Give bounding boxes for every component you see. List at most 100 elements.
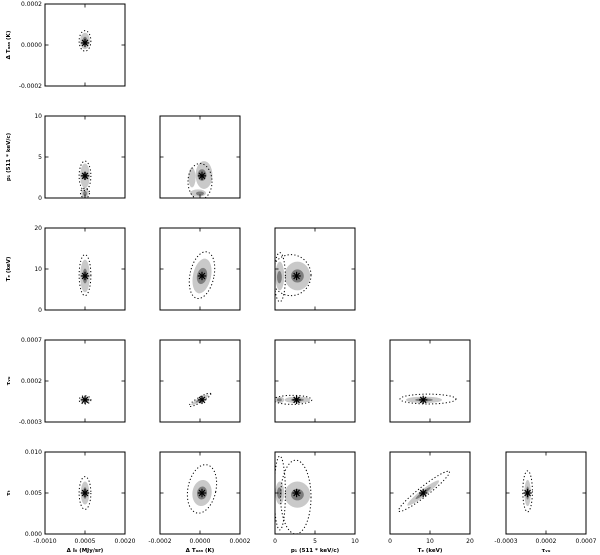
contour-dotted — [275, 252, 286, 303]
x-tick-label: 0.0007 — [576, 538, 597, 545]
contour-group — [187, 161, 213, 198]
contour-dotted — [186, 464, 218, 514]
best-fit-marker — [292, 271, 301, 281]
best-fit-marker — [80, 38, 90, 48]
panel-p1-vs-tt: 0 5 10 p₁ (511 * keV/c) — [273, 451, 359, 554]
panel-dT-vs-tt: -0.0002 0.0000 0.0002 Δ Tₐₐₙ (K) — [148, 451, 251, 554]
x-axis-label: p₁ (511 * keV/c) — [291, 548, 340, 554]
best-fit-marker — [80, 271, 90, 281]
panel-frame — [44, 339, 126, 423]
best-fit-marker — [80, 171, 90, 181]
y-tick-label: 0.0000 — [21, 42, 42, 49]
best-fit-marker — [197, 488, 207, 498]
x-tick-label: 5 — [313, 538, 317, 545]
contour-dotted — [275, 455, 286, 531]
x-tick-label: 20 — [466, 538, 474, 545]
x-axis-label: Tₑ (keV) — [418, 548, 443, 554]
contour-dotted — [188, 251, 216, 300]
y-tick-label: 10 — [34, 113, 42, 120]
panel-dI-vs-tt: 0.000 0.005 0.010 τₜ -0.0010 0.0005 0.0020 Δ I₀… — [6, 449, 136, 554]
y-tick-label: 0 — [38, 307, 42, 314]
best-fit-marker — [80, 488, 90, 498]
y-tick-label: 0.0002 — [21, 1, 42, 8]
y-tick-label: 20 — [34, 225, 42, 232]
panel-frame — [389, 339, 471, 423]
panel-tw-vs-tt: -0.0003 0.0002 0.0007 τᵥᵤ — [494, 451, 597, 554]
panel-dI-vs-tw: -0.0003 0.0002 0.0007 τᵥᵤ — [6, 337, 126, 426]
contour-dotted — [398, 470, 450, 512]
y-axis-label: τₜ — [6, 490, 12, 496]
contour-dotted — [275, 254, 312, 297]
contour-dotted — [188, 392, 212, 407]
x-tick-label: 0.0000 — [190, 538, 211, 545]
x-axis-label: Δ I₀ (MJy/sr) — [67, 548, 104, 554]
y-tick-label: -0.0002 — [19, 83, 42, 90]
panel-frame — [159, 339, 241, 423]
x-tick-label: 10 — [426, 538, 434, 545]
y-tick-label: 5 — [38, 154, 42, 161]
contour-dotted — [280, 459, 312, 534]
contour-dotted — [399, 393, 457, 405]
best-fit-marker — [197, 171, 207, 181]
x-tick-label: -0.0003 — [494, 538, 517, 545]
x-tick-label: 0 — [273, 538, 277, 545]
y-axis-label: Tₑ (keV) — [6, 256, 12, 281]
best-fit-marker — [523, 488, 532, 498]
panel-p1-vs-tw — [274, 339, 356, 423]
best-fit-marker — [80, 395, 90, 405]
y-tick-label: 0 — [38, 195, 42, 202]
y-axis-label: p₁ (511 * keV/c) — [6, 132, 12, 181]
contour-dotted — [79, 187, 91, 198]
x-tick-label: 0.0002 — [536, 538, 557, 545]
contour-dotted — [78, 476, 92, 510]
panel-frame — [389, 451, 471, 535]
panel-dI-vs-Te: 0 10 20 Tₑ (keV) — [6, 225, 126, 314]
y-tick-label: -0.0003 — [19, 419, 42, 426]
x-tick-label: 0.0005 — [75, 538, 96, 545]
x-tick-label: 0.0020 — [115, 538, 136, 545]
panel-p1-vs-Te — [274, 227, 356, 311]
contour-group — [275, 455, 312, 534]
best-fit-marker — [292, 488, 301, 498]
contour-dotted — [275, 394, 313, 405]
y-tick-label: 10 — [34, 266, 42, 273]
contour-dotted — [78, 30, 92, 52]
panel-Te-vs-tw — [389, 339, 471, 423]
y-tick-label: 0.000 — [25, 531, 42, 538]
contour-dotted — [78, 160, 92, 192]
best-fit-marker — [419, 395, 428, 405]
contour-68 — [196, 191, 204, 196]
y-axis-label: Δ Tₐₐₙ (K) — [6, 30, 12, 59]
contour-95 — [188, 167, 196, 188]
panel-Te-vs-tt: 0 10 20 Tₑ (keV) — [388, 451, 474, 554]
best-fit-marker — [292, 395, 301, 405]
x-tick-label: 0.0002 — [230, 538, 251, 545]
best-fit-marker — [197, 395, 207, 405]
contour-dotted — [522, 470, 533, 513]
contour-group — [399, 393, 457, 405]
x-axis-label: Δ Tₐₐₙ (K) — [186, 548, 215, 554]
contour-68 — [83, 191, 87, 196]
panel-frame — [505, 451, 587, 535]
contour-68 — [277, 398, 282, 402]
x-tick-label: 10 — [351, 538, 359, 545]
contour-group — [275, 252, 312, 303]
contour-dotted — [187, 163, 213, 198]
y-axis-label: τᵥᵤ — [6, 376, 12, 385]
panel-dI-vs-dT: -0.0002 0.0000 0.0002 Δ Tₐₐₙ (K) — [6, 1, 126, 90]
panel-frame — [274, 339, 356, 423]
x-tick-label: -0.0010 — [33, 538, 56, 545]
best-fit-marker — [197, 271, 207, 281]
best-fit-marker — [419, 488, 428, 498]
panel-dT-vs-Te — [159, 227, 241, 311]
x-axis-label: τᵥᵤ — [542, 548, 551, 554]
y-tick-label: 0.005 — [25, 490, 42, 497]
panel-dT-vs-tw — [159, 339, 241, 423]
y-tick-label: 0.010 — [25, 449, 42, 456]
contour-68 — [277, 271, 282, 284]
y-tick-label: 0.0002 — [21, 378, 42, 385]
contour-dotted — [78, 254, 92, 297]
panel-dI-vs-p1: 0 5 10 p₁ (511 * keV/c) — [6, 113, 126, 202]
